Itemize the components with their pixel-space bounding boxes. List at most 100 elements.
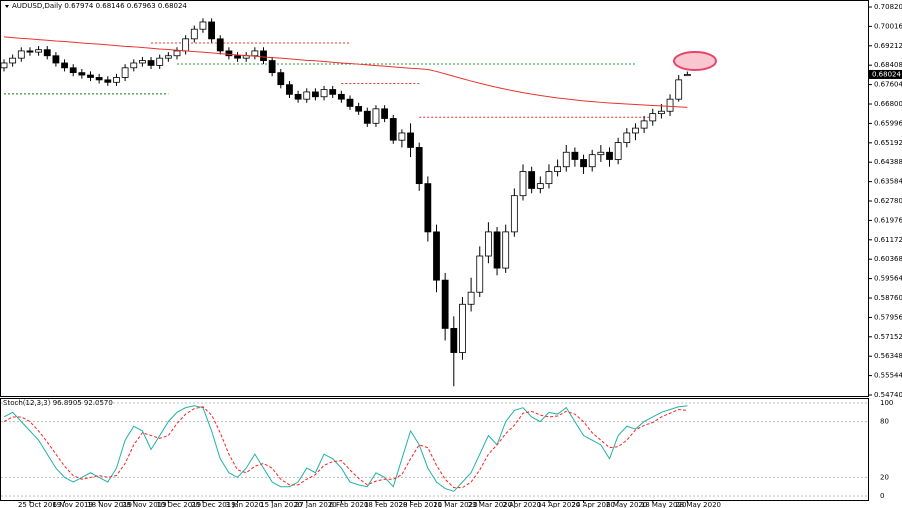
candle-body — [95, 77, 103, 81]
y-tick-label: 0.66800 — [874, 100, 902, 108]
candle-body — [69, 67, 77, 74]
candle-body — [182, 38, 190, 52]
candle-body — [251, 50, 259, 57]
y-tick-label: 0.60368 — [874, 255, 902, 263]
y-tick-label: 0.58760 — [874, 294, 902, 302]
candle-body — [9, 57, 17, 64]
candle-body — [658, 110, 665, 115]
candle-body — [113, 77, 120, 83]
y-tick-label: 100 — [880, 399, 893, 407]
candle-body — [554, 166, 561, 172]
x-tick-label: 28 May 2020 — [675, 501, 721, 508]
last-price-label: 0.68024 — [872, 70, 901, 78]
candle-body — [484, 231, 492, 257]
candle-body — [459, 303, 466, 353]
candle-body — [303, 91, 311, 100]
candle-body — [363, 110, 371, 124]
candle-body — [519, 171, 527, 197]
candle-body — [61, 62, 68, 69]
y-tick-label: 0.54740 — [874, 391, 902, 399]
candle-body — [536, 183, 544, 189]
menu-arrow — [5, 5, 9, 8]
candle-body — [467, 291, 475, 305]
candle-body — [372, 108, 380, 124]
x-tick-label: 25 Oct 2019 — [18, 501, 61, 508]
x-tick-label: 15 Jan 2020 — [260, 501, 302, 508]
y-tick-label: 0.70016 — [874, 22, 902, 30]
chart-title: AUDUSD,Daily 0.67974 0.68146 0.67963 0.6… — [12, 2, 187, 10]
y-tick-label: 0.70820 — [874, 3, 902, 11]
candle-body — [683, 74, 691, 77]
candle-body — [510, 195, 518, 233]
candle-body — [389, 118, 397, 141]
y-tick-label: 0 — [880, 492, 884, 500]
candle-body — [493, 231, 501, 269]
candle-body — [528, 171, 536, 189]
y-tick-label: 20 — [880, 473, 889, 481]
candle-body — [164, 55, 172, 59]
candle-body — [234, 55, 241, 59]
candle-body — [277, 72, 285, 86]
y-tick-label: 0.61976 — [874, 216, 902, 224]
highlight-ellipse — [673, 51, 717, 71]
x-tick-label: 23 Mar 2020 — [468, 501, 512, 508]
y-tick-label: 0.61172 — [874, 236, 902, 244]
x-tick-label: 27 Jan 2020 — [295, 501, 337, 508]
y-tick-label: 0.56348 — [874, 352, 902, 360]
candle-body — [138, 60, 146, 64]
candle-body — [398, 132, 406, 141]
candle-body — [441, 279, 449, 329]
candle-body — [640, 120, 648, 129]
candle-body — [588, 154, 596, 168]
candle-body — [173, 50, 181, 57]
candle-body — [675, 79, 683, 100]
x-tick-label: 6 Nov 2019 — [53, 501, 93, 508]
x-tick-label: 6 May 2020 — [606, 501, 647, 508]
candle-body — [433, 231, 440, 281]
stoch-line — [3, 405, 688, 492]
x-tick-label: 28 Nov 2019 — [122, 501, 167, 508]
candle-body — [0, 62, 8, 69]
candle-body — [294, 93, 302, 100]
candle-body — [476, 255, 484, 293]
candle-body — [286, 84, 293, 95]
x-tick-label: 2 Apr 2020 — [502, 501, 541, 508]
x-tick-label: 6 Feb 2020 — [329, 501, 368, 508]
main-panel — [0, 0, 869, 397]
candle-body — [104, 79, 112, 83]
candle-body — [156, 57, 164, 66]
x-tick-label: 28 Feb 2020 — [399, 501, 443, 508]
candle-body — [43, 49, 51, 57]
candle-body — [623, 132, 631, 144]
candle-body — [225, 50, 233, 57]
y-tick-label: 0.59564 — [874, 275, 902, 283]
candle-body — [17, 50, 25, 59]
candle-body — [545, 171, 553, 185]
x-tick-label: 18 Feb 2020 — [364, 501, 408, 508]
y-tick-label: 0.63584 — [874, 178, 902, 186]
candle-body — [502, 231, 510, 269]
stoch-panel — [0, 398, 869, 501]
candle-body — [666, 98, 674, 112]
y-tick-label: 80 — [880, 418, 889, 426]
y-tick-label: 0.62780 — [874, 197, 902, 205]
candle-body — [78, 72, 86, 76]
candle-body — [337, 93, 345, 100]
x-tick-label: 3 Jan 2020 — [226, 501, 264, 508]
candle-body — [190, 28, 198, 40]
x-tick-label: 18 Nov 2019 — [87, 501, 132, 508]
candle-body — [26, 50, 34, 53]
y-tick-label: 0.67604 — [874, 81, 902, 89]
candle-body — [571, 151, 579, 160]
candle-body — [320, 89, 328, 98]
y-tick-label: 0.65996 — [874, 119, 902, 127]
candle-body — [329, 89, 337, 95]
x-tick-label: 18 May 2020 — [641, 501, 687, 508]
candle-body — [415, 147, 423, 185]
candle-body — [35, 49, 42, 53]
x-tick-label: 20 Dec 2019 — [191, 501, 236, 508]
y-tick-label: 0.57152 — [874, 333, 902, 341]
y-tick-label: 0.69212 — [874, 42, 902, 50]
